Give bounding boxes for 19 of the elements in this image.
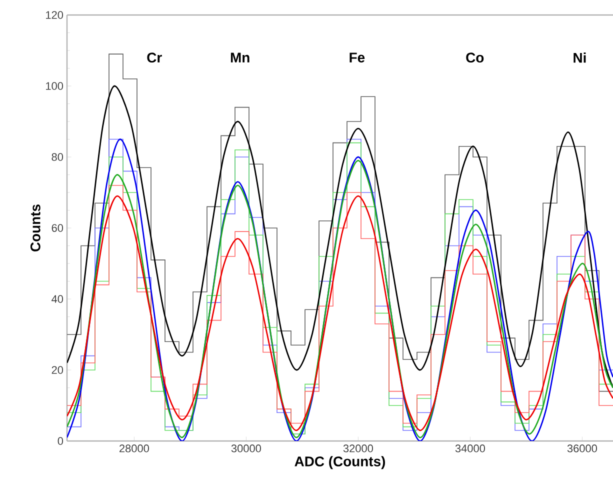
x-tick-label: 30000 — [231, 444, 261, 452]
annotation: Cr — [147, 52, 162, 63]
x-tick-label: 36000 — [567, 444, 597, 452]
annotation: Co — [466, 52, 484, 63]
x-tick-label: 28000 — [120, 444, 149, 452]
x-axis-title: ADC (Counts) — [294, 456, 386, 470]
y-tick-label: 120 — [46, 11, 64, 19]
y-tick-label: 20 — [52, 366, 64, 374]
y-axis-title: Counts — [30, 204, 40, 252]
y-tick-label: 0 — [58, 437, 64, 445]
annotation: Ni — [574, 52, 586, 63]
x-tick-label: 32000 — [343, 444, 373, 452]
annotation: Fe — [350, 52, 365, 62]
y-tick-label: 100 — [46, 82, 64, 90]
y-tick-label: 60 — [52, 224, 64, 232]
y-tick-label: 80 — [52, 153, 64, 161]
annotation: Mn — [230, 52, 250, 62]
y-tick-label: 40 — [52, 295, 64, 303]
x-tick-label: 34000 — [455, 444, 485, 452]
